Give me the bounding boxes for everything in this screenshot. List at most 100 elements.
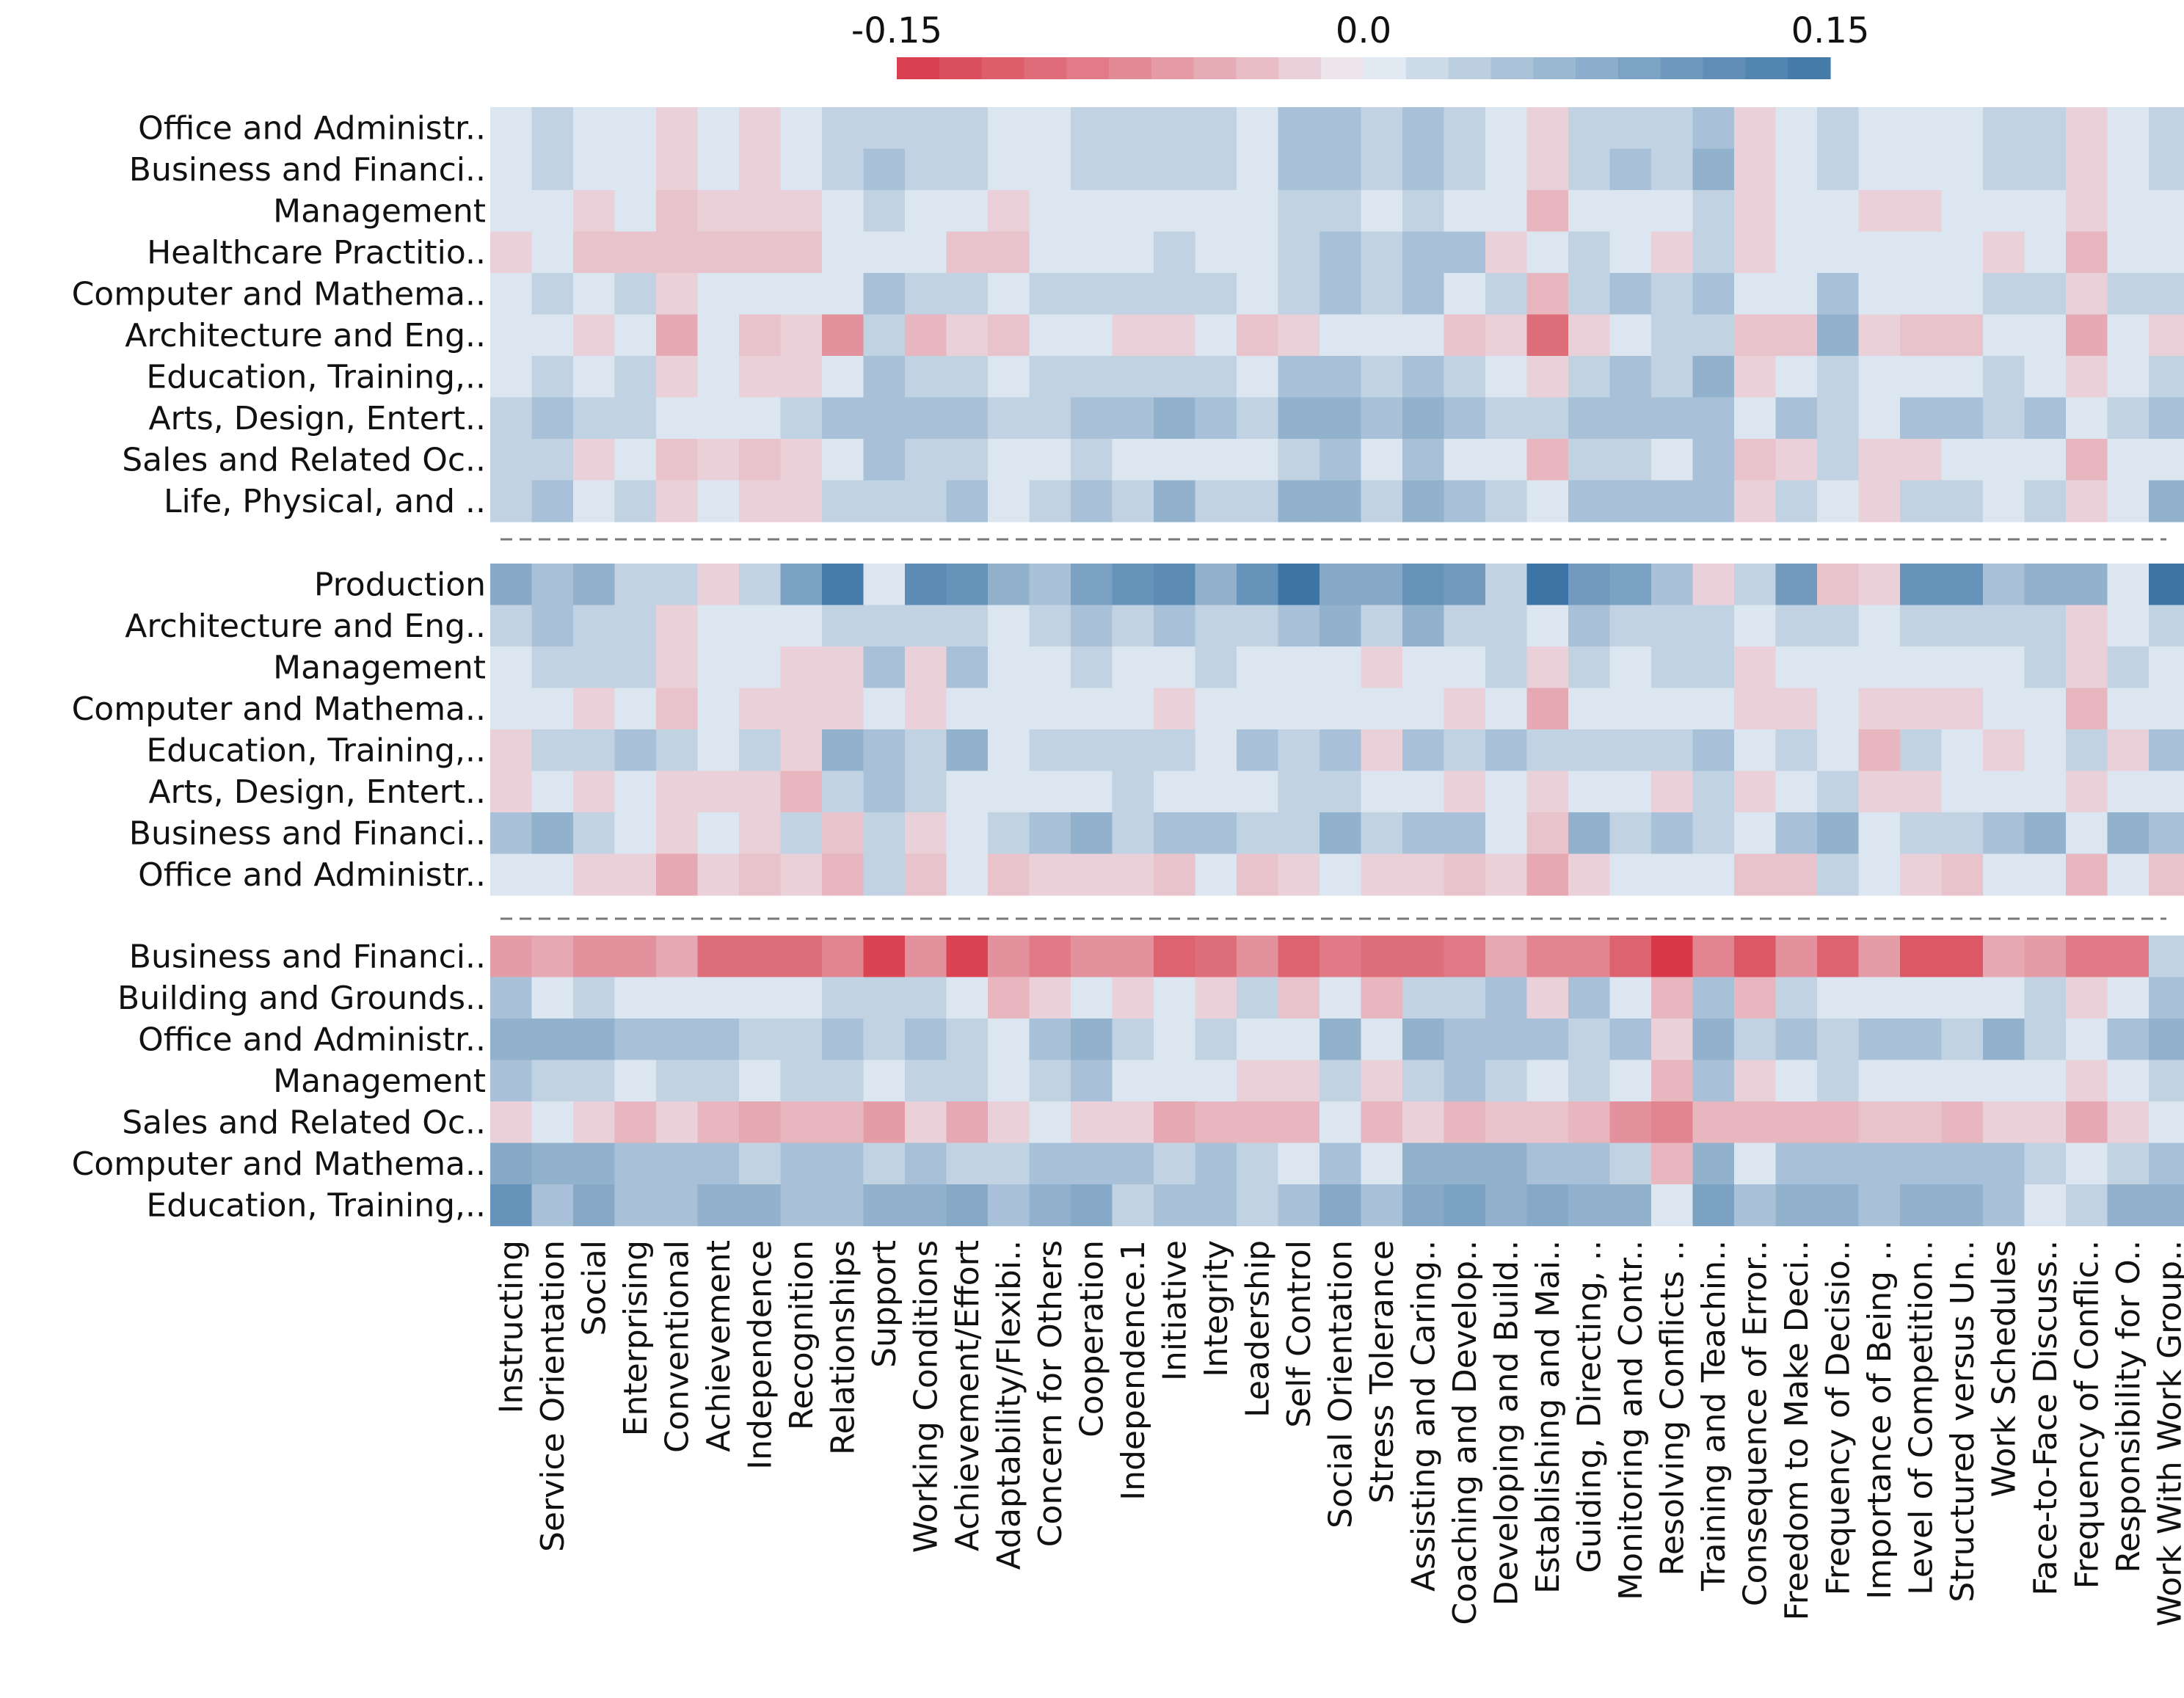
column-label: Structured versus Un..: [1944, 1240, 1981, 1603]
heatmap-cell: [1195, 148, 1237, 191]
heatmap-cell: [1320, 314, 1362, 357]
heatmap-cell: [946, 1101, 989, 1144]
heatmap-cell: [1237, 770, 1279, 813]
heatmap-cell: [1983, 148, 2025, 191]
heatmap-cell: [1526, 1184, 1569, 1227]
heatmap-cell: [1858, 853, 1901, 896]
heatmap-cell: [1983, 688, 2025, 730]
heatmap-cell: [1526, 480, 1569, 522]
heatmap-cell: [1071, 1060, 1113, 1102]
heatmap-cell: [531, 1019, 574, 1061]
heatmap-cell: [1983, 1101, 2025, 1144]
heatmap-cell: [1900, 314, 1943, 357]
heatmap-cell: [1692, 480, 1735, 522]
heatmap-cell: [2024, 688, 2067, 730]
heatmap-cell: [697, 356, 740, 398]
heatmap-cell: [780, 1060, 823, 1102]
heatmap-cell: [2024, 107, 2067, 150]
row-label: Education, Training,..: [146, 1187, 486, 1224]
heatmap-cell: [1609, 1019, 1652, 1061]
heatmap-cell: [863, 439, 906, 481]
heatmap-cell: [1983, 314, 2025, 357]
heatmap-cell: [822, 439, 864, 481]
heatmap-cell: [1526, 564, 1569, 606]
heatmap-cell: [1154, 1143, 1196, 1185]
heatmap-cell: [1029, 853, 1071, 896]
heatmap-cell: [490, 977, 533, 1019]
heatmap-cell: [905, 1019, 947, 1061]
heatmap-cell: [1734, 273, 1777, 316]
heatmap-cell: [1526, 1060, 1569, 1102]
heatmap-cell: [863, 936, 906, 978]
heatmap-cell: [1154, 977, 1196, 1019]
heatmap-cell: [1858, 770, 1901, 813]
heatmap-cell: [822, 314, 864, 357]
heatmap-cell: [905, 688, 947, 730]
heatmap-cell: [1237, 646, 1279, 689]
heatmap-cell: [1734, 1143, 1777, 1185]
heatmap-cell: [1651, 770, 1694, 813]
heatmap-cell: [780, 853, 823, 896]
heatmap-cell: [946, 853, 989, 896]
heatmap-cell: [1195, 812, 1237, 855]
heatmap-cell: [739, 480, 782, 522]
row-label: Office and Administr..: [138, 856, 486, 894]
row-label: Management: [273, 649, 486, 686]
heatmap-cell: [614, 853, 657, 896]
heatmap-cell: [1526, 1101, 1569, 1144]
heatmap-cell: [1071, 1184, 1113, 1227]
heatmap-cell: [1402, 190, 1445, 233]
heatmap-cell: [1237, 1060, 1279, 1102]
heatmap-cell: [1568, 812, 1611, 855]
heatmap-cell: [822, 356, 864, 398]
heatmap-cell: [1320, 770, 1362, 813]
heatmap-cell: [697, 190, 740, 233]
heatmap-cell: [1485, 1143, 1528, 1185]
heatmap-cell: [614, 273, 657, 316]
heatmap-cell: [2024, 936, 2067, 978]
heatmap-cell: [1112, 1101, 1154, 1144]
heatmap-cell: [1485, 107, 1528, 150]
heatmap-cell: [1237, 729, 1279, 772]
heatmap-cell: [946, 605, 989, 647]
heatmap-cell: [1154, 729, 1196, 772]
heatmap-cell: [1361, 936, 1403, 978]
heatmap-cell: [1900, 356, 1943, 398]
heatmap-cell: [780, 314, 823, 357]
heatmap-cell: [1858, 190, 1901, 233]
heatmap-cell: [573, 273, 616, 316]
column-label: Frequency of Conflic..: [2068, 1240, 2105, 1589]
heatmap-cell: [1237, 231, 1279, 274]
heatmap-cell: [1609, 853, 1652, 896]
heatmap-cell: [905, 1143, 947, 1185]
row-label: Life, Physical, and ..: [164, 483, 486, 520]
heatmap-cell: [1402, 853, 1445, 896]
heatmap-cell: [531, 770, 574, 813]
heatmap-cell: [1361, 356, 1403, 398]
colorbar-bin: [1024, 57, 1067, 79]
heatmap-cell: [780, 770, 823, 813]
heatmap-cell: [1112, 1019, 1154, 1061]
heatmap-cell: [988, 273, 1030, 316]
heatmap-cell: [1444, 853, 1486, 896]
heatmap-cell: [1941, 148, 1984, 191]
heatmap-cell: [1651, 356, 1694, 398]
heatmap-cell: [863, 1101, 906, 1144]
heatmap-cell: [1734, 1101, 1777, 1144]
heatmap-cell: [780, 812, 823, 855]
row-label: Computer and Mathema..: [72, 691, 486, 728]
heatmap-cell: [1941, 1101, 1984, 1144]
heatmap-cell: [1154, 1184, 1196, 1227]
heatmap-cell: [1817, 1060, 1860, 1102]
row-label: Computer and Mathema..: [72, 1145, 486, 1183]
heatmap-cell: [780, 1019, 823, 1061]
heatmap-cell: [2066, 1101, 2108, 1144]
heatmap-cell: [1320, 480, 1362, 522]
heatmap-cell: [1941, 936, 1984, 978]
heatmap-cell: [2066, 1184, 2108, 1227]
heatmap-cell: [988, 977, 1030, 1019]
heatmap-cell: [1029, 480, 1071, 522]
heatmap-cell: [697, 273, 740, 316]
heatmap-cell: [1568, 564, 1611, 606]
heatmap-cell: [863, 1143, 906, 1185]
